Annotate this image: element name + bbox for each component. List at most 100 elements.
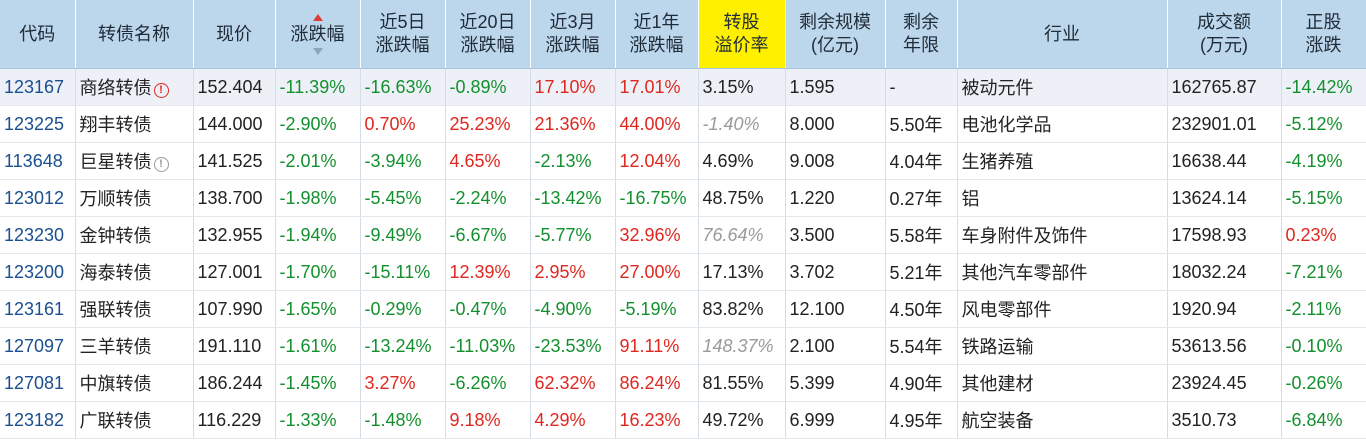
change-5d-value: 3.27% xyxy=(364,372,416,393)
price: 141.525 xyxy=(193,142,276,180)
header-text: 年限 xyxy=(903,35,939,55)
bond-code-link[interactable]: 113648 xyxy=(4,150,63,171)
table-row[interactable]: 123182 广联转债 116.229 -1.33% -1.48% 9.18% 4.29% 1… xyxy=(0,401,1366,439)
change-20d-value: 25.23% xyxy=(449,113,511,134)
change-20d-value: -11.03% xyxy=(449,335,516,356)
table-row[interactable]: 127097 三羊转债 191.110 -1.61% -13.24% -11.03% -23… xyxy=(0,327,1366,365)
bond-code-link[interactable]: 123182 xyxy=(4,409,65,430)
change-1y-value: 44.00% xyxy=(619,113,681,134)
conversion-premium-value: 76.64% xyxy=(702,224,764,245)
col-premium-header[interactable]: 转股 溢价率 xyxy=(698,0,786,69)
remaining-years: - xyxy=(885,68,958,106)
change-1y: 44.00% xyxy=(615,105,699,143)
col-chg5-header[interactable]: 近5日 涨跌幅 xyxy=(360,0,446,69)
col-industry-header[interactable]: 行业 xyxy=(957,0,1168,69)
turnover: 16638.44 xyxy=(1167,142,1282,180)
col-chg20-header[interactable]: 近20日 涨跌幅 xyxy=(445,0,531,69)
col-chg-header[interactable]: 涨跌幅 xyxy=(275,0,361,69)
stock-change: -4.19% xyxy=(1281,142,1366,180)
remaining-years-value: 5.58年 xyxy=(889,226,943,246)
header-text: 近20日 xyxy=(459,12,516,32)
bond-name-value: 巨星转债 xyxy=(79,152,152,172)
header-label: 成交额 (万元) xyxy=(1197,11,1251,57)
bond-name[interactable]: 广联转债 xyxy=(75,401,194,439)
header-label: 涨跌幅 xyxy=(291,13,345,55)
change-5d-value: -3.94% xyxy=(364,150,422,171)
col-name-header[interactable]: 转债名称 xyxy=(75,0,194,69)
header-label: 现价 xyxy=(216,23,252,46)
bond-name[interactable]: 海泰转债 xyxy=(75,253,194,291)
warning-icon[interactable]: ! xyxy=(153,83,169,98)
bond-name[interactable]: 中旗转债 xyxy=(75,364,194,402)
change-1y: 12.04% xyxy=(615,142,699,180)
bond-code-link[interactable]: 123161 xyxy=(4,298,65,319)
change-pct-value: -1.65% xyxy=(279,298,337,319)
table-row[interactable]: 123161 强联转债 107.990 -1.65% -0.29% -0.47% -4.90… xyxy=(0,290,1366,328)
change-5d-value: -1.48% xyxy=(364,409,422,430)
warning-icon[interactable]: ! xyxy=(153,157,169,172)
change-3m: -4.90% xyxy=(530,290,616,328)
header-text: 涨跌幅 xyxy=(375,35,430,55)
change-1y: 91.11% xyxy=(615,327,699,365)
col-chg3m-header[interactable]: 近3月 涨跌幅 xyxy=(530,0,616,69)
remaining-years: 0.27年 xyxy=(885,179,958,217)
bond-name[interactable]: 强联转债 xyxy=(75,290,194,328)
price-value: 141.525 xyxy=(197,150,263,171)
industry: 铁路运输 xyxy=(957,327,1168,365)
industry-value: 生猪养殖 xyxy=(961,152,1034,172)
turnover-value: 162765.87 xyxy=(1171,76,1257,97)
bond-name[interactable]: 万顺转债 xyxy=(75,179,194,217)
change-20d: 25.23% xyxy=(445,105,531,143)
price-value: 138.700 xyxy=(197,187,263,208)
change-pct: -1.61% xyxy=(275,327,361,365)
table-row[interactable]: 123012 万顺转债 138.700 -1.98% -5.45% -2.24% -13.4… xyxy=(0,179,1366,217)
bond-name[interactable]: 三羊转债 xyxy=(75,327,194,365)
bond-code-link[interactable]: 127081 xyxy=(4,372,65,393)
bond-code-link[interactable]: 123225 xyxy=(4,113,65,134)
bond-name[interactable]: 翔丰转债 xyxy=(75,105,194,143)
header-text: 涨跌幅 xyxy=(545,35,600,55)
sort-up-icon[interactable] xyxy=(312,13,323,21)
industry-value: 其他汽车零部件 xyxy=(961,263,1088,283)
change-20d-value: 12.39% xyxy=(449,261,511,282)
bond-name[interactable]: 商络转债! xyxy=(75,68,194,106)
change-pct: -2.90% xyxy=(275,105,361,143)
bond-name-value: 中旗转债 xyxy=(79,374,152,394)
remaining-years: 4.04年 xyxy=(885,142,958,180)
bond-code-cell: 123230 xyxy=(0,216,76,254)
col-stock-chg-header[interactable]: 正股 涨跌 xyxy=(1281,0,1366,69)
bond-code-link[interactable]: 127097 xyxy=(4,335,65,356)
remaining-years-value: 5.54年 xyxy=(889,337,943,357)
change-1y-value: -5.19% xyxy=(619,298,677,319)
col-years-header[interactable]: 剩余 年限 xyxy=(885,0,958,69)
bond-name[interactable]: 金钟转债 xyxy=(75,216,194,254)
table-row[interactable]: 113648 巨星转债! 141.525 -2.01% -3.94% 4.65% -2.13… xyxy=(0,142,1366,180)
change-5d: -16.63% xyxy=(360,68,446,106)
change-1y-value: 16.23% xyxy=(619,409,681,430)
table-row[interactable]: 123225 翔丰转债 144.000 -2.90% 0.70% 25.23% 21.36%… xyxy=(0,105,1366,143)
change-pct: -1.70% xyxy=(275,253,361,291)
col-price-header[interactable]: 现价 xyxy=(193,0,276,69)
table-row[interactable]: 127081 中旗转债 186.244 -1.45% 3.27% -6.26% 62.32%… xyxy=(0,364,1366,402)
col-turnover-header[interactable]: 成交额 (万元) xyxy=(1167,0,1282,69)
price: 152.404 xyxy=(193,68,276,106)
col-scale-header[interactable]: 剩余规模 (亿元) xyxy=(785,0,886,69)
bond-code-link[interactable]: 123230 xyxy=(4,224,65,245)
bond-code-link[interactable]: 123167 xyxy=(4,76,65,97)
industry: 车身附件及饰件 xyxy=(957,216,1168,254)
change-20d: 9.18% xyxy=(445,401,531,439)
remaining-years: 5.58年 xyxy=(885,216,958,254)
bond-code-link[interactable]: 123200 xyxy=(4,261,65,282)
bond-code-link[interactable]: 123012 xyxy=(4,187,65,208)
stock-change-value: -0.26% xyxy=(1285,372,1343,393)
table-row[interactable]: 123167 商络转债! 152.404 -11.39% -16.63% -0.89% 17… xyxy=(0,68,1366,106)
sort-down-icon[interactable] xyxy=(312,47,323,55)
table-row[interactable]: 123200 海泰转债 127.001 -1.70% -15.11% 12.39% 2.95… xyxy=(0,253,1366,291)
bond-name[interactable]: 巨星转债! xyxy=(75,142,194,180)
remaining-scale-value: 5.399 xyxy=(789,372,835,393)
table-row[interactable]: 123230 金钟转债 132.955 -1.94% -9.49% -6.67% -5.77… xyxy=(0,216,1366,254)
industry-value: 车身附件及饰件 xyxy=(961,226,1088,246)
change-20d-value: -6.26% xyxy=(449,372,507,393)
col-chg1y-header[interactable]: 近1年 涨跌幅 xyxy=(615,0,699,69)
col-code-header[interactable]: 代码 xyxy=(0,0,76,69)
